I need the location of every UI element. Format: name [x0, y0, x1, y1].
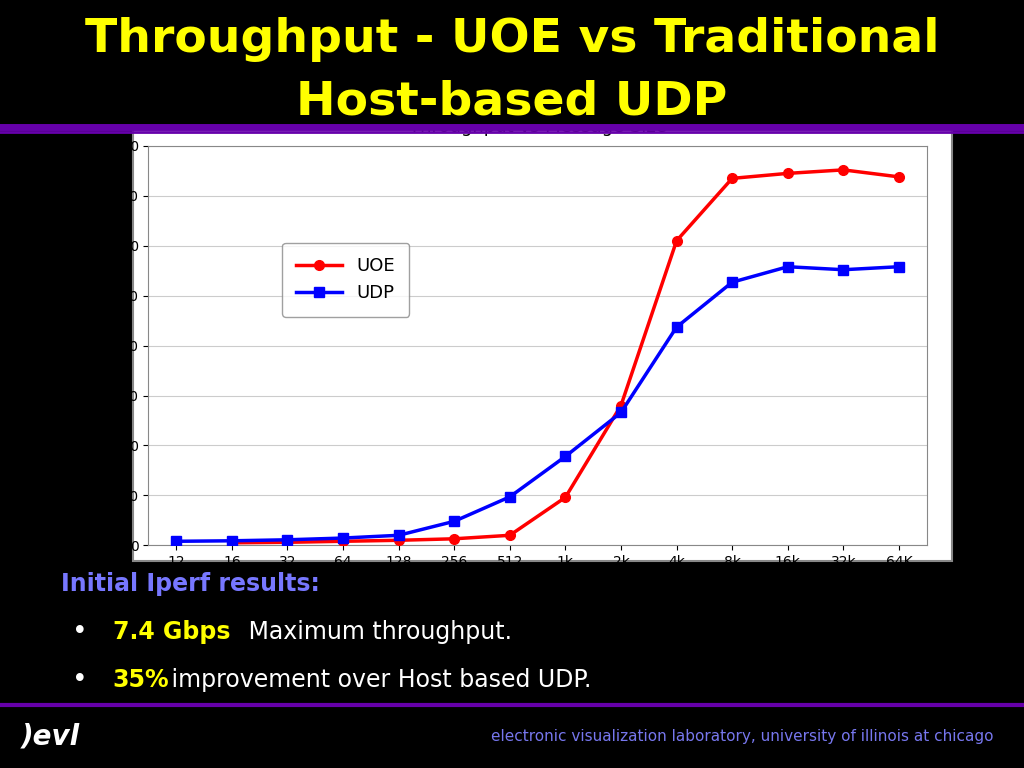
UOE: [726, 174, 738, 183]
UOE: [282, 538, 294, 547]
UOE: [504, 531, 516, 540]
UDP: [337, 534, 349, 543]
Text: improvement over Host based UDP.: improvement over Host based UDP.: [164, 667, 591, 692]
UOE: [225, 538, 238, 548]
UOE: [337, 537, 349, 546]
Text: )evl: )evl: [20, 722, 80, 750]
UDP: [282, 535, 294, 545]
UOE: [838, 165, 850, 174]
Legend: UOE, UDP: UOE, UDP: [282, 243, 410, 316]
UDP: [392, 531, 404, 540]
Text: 35%: 35%: [113, 667, 169, 692]
UOE: [893, 172, 905, 181]
Text: Host-based UDP: Host-based UDP: [296, 79, 728, 124]
Text: 7.4 Gbps: 7.4 Gbps: [113, 620, 230, 644]
UDP: [671, 323, 683, 332]
Text: electronic visualization laboratory, university of illinois at chicago: electronic visualization laboratory, uni…: [490, 729, 993, 743]
UDP: [781, 262, 794, 271]
UOE: [559, 493, 571, 502]
Text: Initial Iperf results:: Initial Iperf results:: [61, 571, 321, 596]
X-axis label: Message Size (bytes): Message Size (bytes): [457, 578, 618, 592]
Text: Throughput - UOE vs Traditional: Throughput - UOE vs Traditional: [85, 17, 939, 61]
UDP: [893, 262, 905, 271]
UOE: [392, 536, 404, 545]
UDP: [726, 277, 738, 286]
Text: •: •: [72, 619, 87, 644]
UDP: [614, 408, 627, 417]
UOE: [449, 535, 461, 544]
UDP: [559, 452, 571, 461]
UDP: [504, 492, 516, 502]
Text: •: •: [72, 667, 87, 693]
UDP: [170, 537, 182, 546]
UOE: [671, 237, 683, 246]
UOE: [614, 401, 627, 410]
UDP: [838, 265, 850, 274]
UDP: [449, 517, 461, 526]
UDP: [225, 536, 238, 545]
Line: UOE: UOE: [227, 165, 904, 548]
UOE: [781, 169, 794, 178]
Title: Throughput vs Message Size: Throughput vs Message Size: [409, 118, 667, 136]
Line: UDP: UDP: [171, 262, 904, 546]
Text: Maximum throughput.: Maximum throughput.: [241, 620, 512, 644]
